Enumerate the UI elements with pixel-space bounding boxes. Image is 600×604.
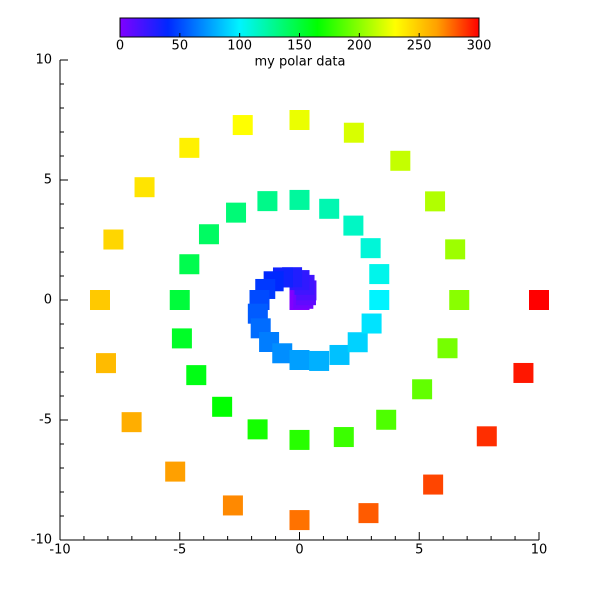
y-tick-label: 5 [44,173,52,188]
colorbar-tick-label: 250 [407,39,432,54]
scatter-point [171,328,192,349]
scatter-point [476,426,497,447]
scatter-point [212,396,233,417]
scatter-point [289,350,310,370]
scatter-point [343,122,364,143]
scatter-point [95,353,116,374]
scatter-point [333,427,354,448]
scatter-point [289,189,310,210]
scatter-point [232,115,253,136]
colorbar-tick-label: 100 [227,39,252,54]
scatter-point [289,429,310,450]
scatter-point [425,191,446,212]
scatter-point [369,290,390,310]
scatter-point [289,510,310,531]
y-tick-label: 10 [35,53,52,68]
scatter-point [369,264,390,285]
y-tick-label: -10 [31,533,52,548]
scatter-point [247,419,268,440]
scatter-point [179,137,200,158]
scatter-point [272,343,293,364]
scatter-point [289,110,310,130]
scatter-point [513,362,534,383]
x-tick-label: 5 [415,543,423,558]
scatter-point [319,198,340,219]
scatter-point [134,177,155,198]
x-tick-label: 0 [295,543,303,558]
scatter-point [360,238,381,259]
scatter-point [121,412,142,433]
scatter-point [361,313,382,334]
scatter-point [347,332,368,353]
scatter-point [179,254,200,275]
scatter-point [309,350,330,371]
scatter-point [358,503,379,524]
colorbar-tick-label: 50 [172,39,189,54]
x-tick-label: -10 [49,543,70,558]
colorbar-tick-label: 0 [116,39,124,54]
scatter-point [89,290,110,310]
y-tick-label: 0 [44,293,52,308]
scatter-point [226,202,247,223]
scatter-point [257,191,278,212]
scatter-point [412,379,433,400]
scatter-point [169,290,190,310]
scatter-point [390,150,411,171]
scatter-point [186,365,207,386]
scatter-point [198,224,219,245]
scatter-point [222,495,243,516]
colorbar-tick-label: 200 [347,39,372,54]
scatter-point [529,290,549,310]
colorbar-label: my polar data [254,55,345,70]
scatter-point [329,344,350,365]
colorbar-tick-label: 300 [467,39,492,54]
scatter-point [343,215,364,236]
scatter-point [449,290,470,310]
scatter-point [376,409,397,430]
x-tick-label: -5 [173,543,186,558]
scatter-point [103,229,124,250]
scatter-point [165,461,186,482]
colorbar-tick-label: 150 [287,39,312,54]
scatter-point [445,239,466,260]
scatter-point [437,338,458,359]
x-tick-label: 10 [531,543,548,558]
y-tick-label: -5 [39,413,52,428]
scatter-point [423,474,444,495]
